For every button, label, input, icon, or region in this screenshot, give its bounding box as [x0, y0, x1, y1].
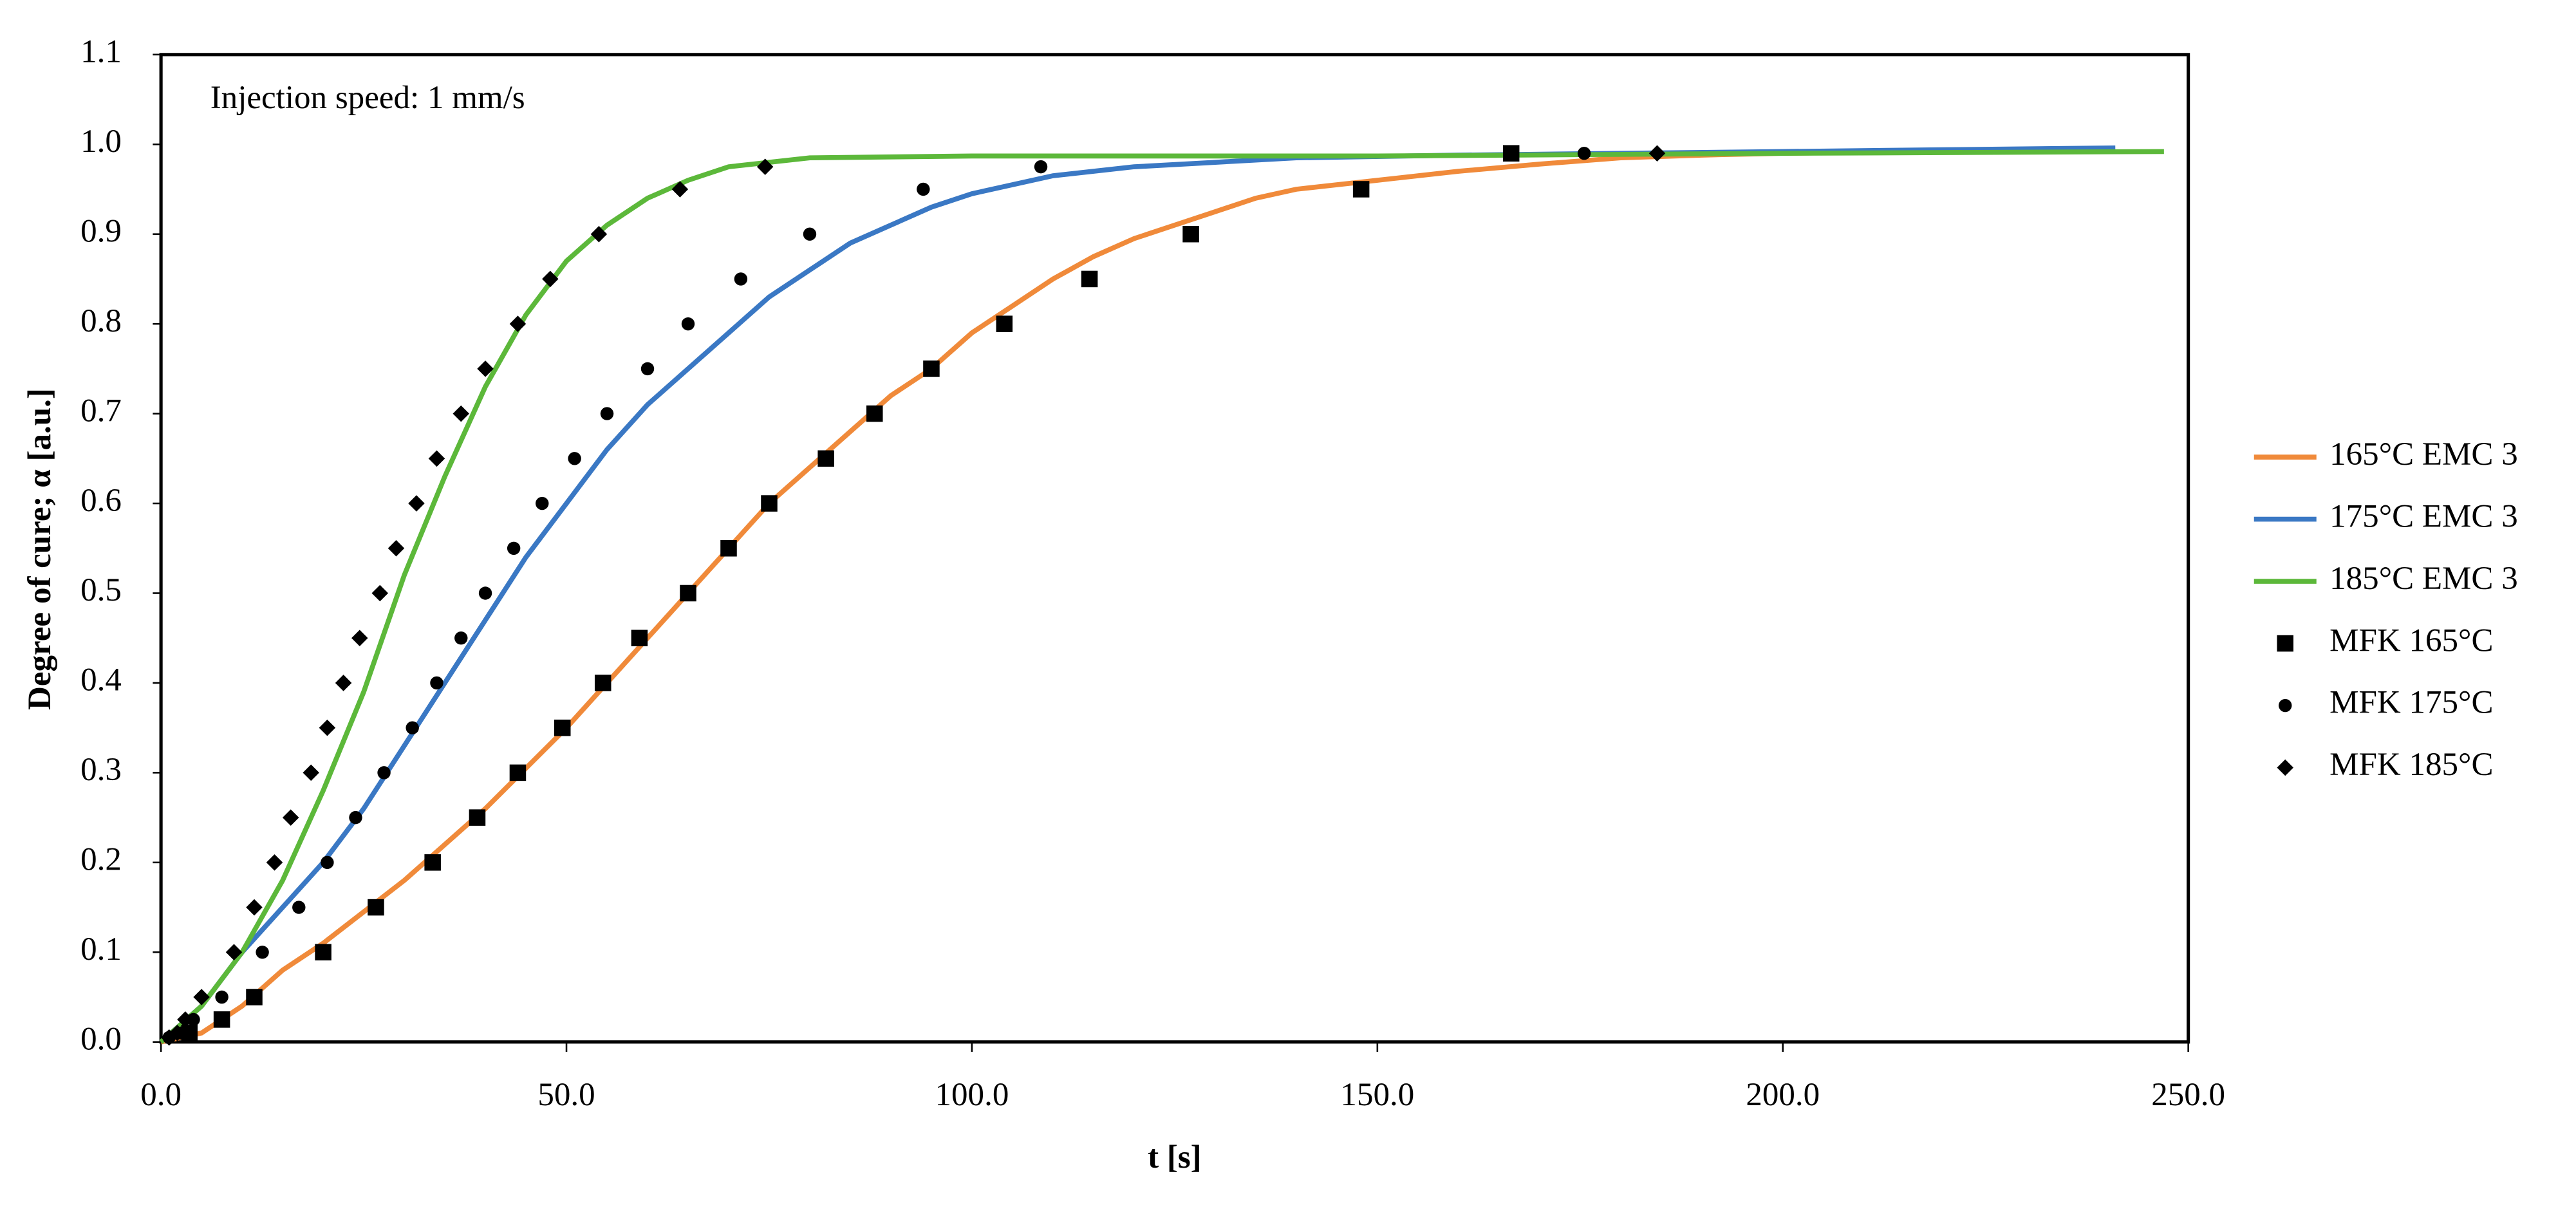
legend-label: 175°C EMC 3: [2329, 498, 2518, 534]
data-point: [246, 899, 263, 916]
data-line: [160, 147, 2107, 1045]
data-point: [671, 181, 689, 198]
x-axis-title: t [s]: [1148, 1139, 1202, 1175]
data-point: [803, 227, 817, 241]
data-point: [507, 541, 521, 555]
data-point: [1577, 146, 1591, 160]
y-tick-label: 0.3: [80, 752, 122, 788]
data-point: [1081, 270, 1098, 288]
legend-label: MFK 175°C: [2329, 685, 2493, 721]
legend-label: 165°C EMC 3: [2329, 436, 2518, 472]
data-point: [213, 1011, 230, 1028]
data-point: [542, 270, 559, 288]
y-tick-label: 0.6: [80, 483, 122, 519]
legend-label: MFK 165°C: [2329, 622, 2493, 659]
data-point: [509, 315, 527, 332]
legend-label: 185°C EMC 3: [2329, 561, 2518, 597]
data-point: [406, 721, 419, 734]
legend-swatch: [2277, 759, 2294, 776]
legend-label: MFK 185°C: [2329, 747, 2493, 783]
x-tick-label: 50.0: [537, 1077, 595, 1113]
y-tick-label: 0.2: [80, 842, 122, 878]
y-tick-label: 0.8: [80, 303, 122, 339]
data-point: [681, 317, 695, 331]
y-tick-label: 0.9: [80, 213, 122, 249]
plot-frame: [159, 53, 2190, 1044]
data-point: [351, 630, 368, 646]
data-point: [509, 764, 527, 781]
data-point: [408, 495, 425, 512]
x-tick-label: 250.0: [2151, 1077, 2225, 1113]
x-tick-label: 0.0: [140, 1077, 182, 1113]
data-point: [193, 989, 210, 1005]
data-point: [923, 360, 940, 377]
data-point: [246, 989, 263, 1005]
y-tick-label: 1.1: [80, 34, 122, 70]
data-point: [554, 719, 571, 736]
data-point: [215, 990, 229, 1004]
data-point: [225, 944, 243, 961]
data-point: [917, 182, 930, 196]
data-point: [594, 675, 611, 691]
legend-swatch: [2277, 635, 2294, 652]
data-point: [1502, 145, 1520, 162]
data-point: [590, 225, 608, 243]
y-tick-label: 0.4: [80, 662, 122, 698]
data-point: [349, 810, 362, 825]
data-point: [319, 719, 336, 736]
y-tick-label: 0.7: [80, 393, 122, 429]
y-axis-title: Degree of cure; α [a.u.]: [22, 388, 58, 710]
y-tick-label: 0.0: [80, 1021, 122, 1057]
data-point: [631, 630, 648, 646]
data-point: [335, 675, 352, 691]
y-tick-label: 1.0: [80, 124, 122, 160]
data-point: [292, 901, 306, 914]
data-point: [1034, 160, 1048, 174]
data-line: [159, 145, 2116, 1044]
x-tick-label: 150.0: [1340, 1077, 1414, 1113]
data-point: [817, 450, 834, 467]
y-tick-label: 0.5: [80, 572, 122, 608]
data-line: [159, 149, 2164, 1044]
data-point: [315, 944, 331, 961]
data-point: [640, 362, 655, 376]
data-point: [761, 495, 778, 512]
data-point: [377, 766, 391, 780]
data-point: [266, 854, 283, 871]
legend-swatch: [2279, 698, 2292, 713]
data-point: [1352, 181, 1370, 198]
data-point: [371, 584, 389, 602]
data-point: [866, 405, 883, 422]
data-point: [1182, 225, 1199, 243]
data-point: [996, 315, 1013, 332]
data-point: [177, 1011, 194, 1028]
x-tick-label: 100.0: [935, 1077, 1009, 1113]
annotation: Injection speed: 1 mm/s: [210, 80, 525, 116]
data-point: [568, 452, 581, 465]
data-point: [424, 854, 441, 871]
data-point: [321, 855, 334, 870]
data-point: [368, 899, 384, 916]
data-point: [680, 584, 696, 602]
data-point: [469, 809, 486, 826]
y-tick-label: 0.1: [80, 931, 122, 967]
data-point: [477, 360, 494, 377]
data-point: [478, 586, 492, 600]
data-point: [756, 158, 774, 175]
data-point: [282, 809, 299, 826]
data-point: [600, 407, 614, 420]
data-point: [430, 676, 443, 690]
data-point: [720, 540, 737, 557]
data-point: [536, 496, 549, 510]
data-point: [256, 946, 269, 959]
x-tick-label: 200.0: [1746, 1077, 1820, 1113]
data-point: [734, 272, 748, 286]
data-point: [454, 631, 468, 645]
data-point: [453, 405, 470, 422]
data-point: [387, 540, 405, 557]
data-point: [303, 764, 319, 781]
data-point: [428, 450, 445, 467]
